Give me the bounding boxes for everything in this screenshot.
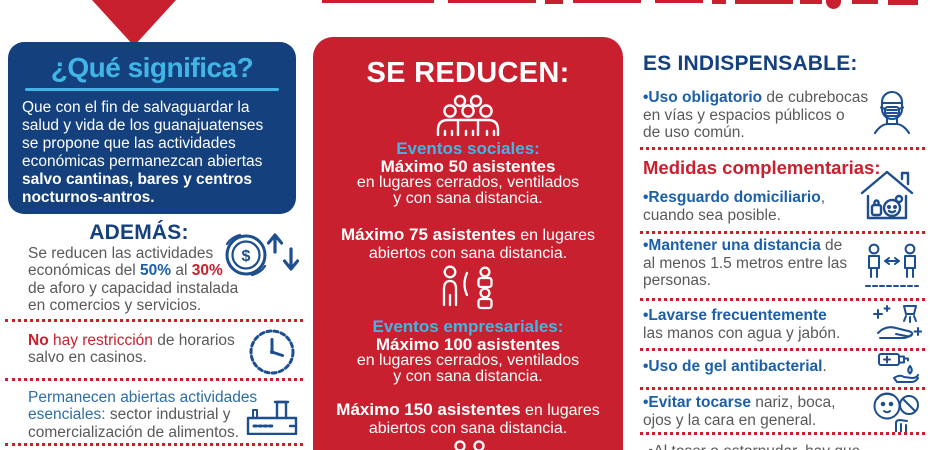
- que-significa-title: ¿Qué significa?: [50, 52, 254, 83]
- dotted-divider: [640, 147, 925, 150]
- face-mask-icon: [873, 90, 911, 134]
- title-underline: [25, 88, 279, 91]
- eventos-empresariales-label: Eventos empresariales:: [372, 317, 564, 336]
- social-detail-line: en lugares cerrados, ventilados: [356, 174, 580, 191]
- biz-detail-line: en lugares cerrados, ventilados: [356, 352, 580, 369]
- dollar-glyph: $: [242, 248, 251, 265]
- evitar-tocarse-item: •Evitar tocarse nariz, boca, ojos y la c…: [643, 394, 836, 429]
- medidas-subheading: Medidas complementarias:: [643, 157, 881, 178]
- dotted-divider: [640, 432, 925, 435]
- biz-detail-line: y con sana distancia.: [393, 368, 543, 385]
- dotted-divider: [640, 387, 925, 390]
- que-significa-body: Que con el fin de salvaguardar la salud …: [22, 99, 264, 206]
- down-triangle-pointer-icon: [92, 0, 176, 46]
- people-partial-icon: [454, 440, 485, 450]
- max-50-line: Máximo 50 asistentes: [380, 157, 556, 176]
- clock-icon: [249, 329, 295, 375]
- cubrebocas-item: •Uso obligatorio de cubrebocas en vías y…: [643, 89, 869, 142]
- gel-bottle-icon: [878, 353, 919, 383]
- esenciales-item: Permanecen abiertas actividades esencial…: [28, 389, 258, 441]
- dotted-divider: [5, 378, 303, 381]
- dotted-divider: [640, 348, 925, 351]
- max-150-block: Máximo 150 asistentes en lugares abierto…: [336, 400, 600, 437]
- money-arrows-icon: $: [225, 233, 300, 277]
- es-indispensable-title: ES INDISPENSABLE:: [643, 52, 858, 75]
- avoid-touching-face-icon: [873, 392, 919, 432]
- que-significa-card: ¿Qué significa? Que con el fin de salvag…: [8, 42, 296, 214]
- ademas-paragraph: Se reducen las actividades económicas de…: [28, 245, 239, 314]
- hand-washing-icon: [873, 305, 922, 339]
- distancia-item: •Mantener una distancia de al menos 1.5 …: [643, 237, 848, 290]
- social-detail-line: y con sana distancia.: [393, 190, 543, 207]
- dotted-divider: [640, 231, 925, 234]
- max-100-line: Máximo 100 asistentes: [375, 335, 561, 354]
- lavarse-item: •Lavarse frecuentemente las manos con ag…: [643, 307, 841, 342]
- social-distance-icon: [865, 243, 919, 287]
- max-75-block: Máximo 75 asistentes en lugares abiertos…: [341, 225, 595, 262]
- factory-icon: [246, 400, 298, 435]
- crowd-icon: [436, 94, 500, 136]
- ademas-heading: ADEMÁS:: [89, 221, 189, 244]
- eventos-sociales-label: Eventos sociales:: [396, 139, 540, 158]
- presenter-audience-icon: [442, 265, 493, 310]
- horarios-item: No hay restricción de horarios salvo en …: [28, 332, 235, 367]
- dotted-divider: [5, 319, 303, 322]
- gel-item: •Uso de gel antibacterial.: [643, 358, 827, 375]
- house-person-icon: [860, 170, 914, 220]
- resguardo-item: •Resguardo domiciliario, cuando sea posi…: [643, 189, 825, 224]
- se-reducen-panel: SE REDUCEN: Eventos sociales: Máximo 50 …: [313, 37, 623, 450]
- sneeze-partial-line: •Al toser o estornudar, hay que: [648, 443, 860, 450]
- dotted-divider: [5, 443, 303, 446]
- dotted-divider: [640, 298, 925, 301]
- se-reducen-title: SE REDUCEN:: [366, 57, 570, 89]
